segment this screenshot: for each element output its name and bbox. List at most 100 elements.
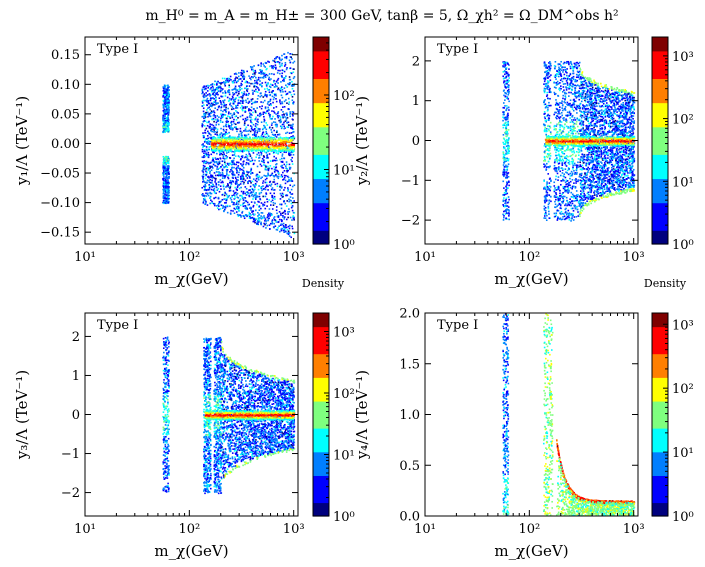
point xyxy=(242,197,244,200)
point xyxy=(255,192,257,194)
point xyxy=(164,158,167,160)
point xyxy=(265,227,267,229)
point xyxy=(291,80,293,83)
colorbar-segment xyxy=(313,237,329,242)
point xyxy=(266,139,268,142)
point xyxy=(167,114,170,116)
point xyxy=(253,201,256,204)
point xyxy=(249,171,252,173)
point xyxy=(280,150,282,152)
point xyxy=(573,185,575,188)
point xyxy=(275,159,278,162)
point xyxy=(212,157,214,159)
point xyxy=(504,132,506,134)
point xyxy=(556,188,559,191)
point xyxy=(237,179,239,181)
point xyxy=(288,132,291,134)
point xyxy=(207,142,209,144)
point xyxy=(255,85,258,88)
point xyxy=(564,190,566,193)
point xyxy=(238,209,241,212)
point xyxy=(201,193,203,196)
point xyxy=(221,134,224,137)
point xyxy=(236,130,238,133)
point xyxy=(507,159,510,162)
point xyxy=(212,140,215,142)
point xyxy=(247,133,250,136)
point xyxy=(505,72,508,75)
point xyxy=(292,123,294,126)
point xyxy=(243,201,246,204)
point xyxy=(163,195,166,198)
point xyxy=(168,186,170,188)
point xyxy=(216,83,218,86)
point xyxy=(264,146,266,149)
point xyxy=(267,167,270,170)
point xyxy=(163,126,166,128)
point xyxy=(546,181,548,183)
point xyxy=(254,209,257,212)
point xyxy=(246,191,249,193)
point xyxy=(211,130,213,133)
point xyxy=(235,109,237,112)
point xyxy=(165,123,168,126)
point xyxy=(165,163,167,165)
point xyxy=(260,136,262,139)
point xyxy=(213,91,215,93)
point xyxy=(260,177,262,180)
point xyxy=(291,225,293,228)
point xyxy=(239,183,242,185)
point xyxy=(291,58,293,60)
point xyxy=(503,81,505,84)
point xyxy=(223,83,226,86)
point xyxy=(205,152,207,155)
point xyxy=(211,165,213,168)
colorbar-segment xyxy=(313,50,329,55)
point xyxy=(278,57,281,59)
point xyxy=(165,93,168,96)
point xyxy=(231,136,234,139)
point xyxy=(210,153,213,156)
point xyxy=(239,158,242,161)
point xyxy=(574,129,576,132)
point xyxy=(505,135,507,137)
point xyxy=(259,138,261,141)
point xyxy=(245,161,248,164)
point xyxy=(224,205,227,208)
point xyxy=(547,109,549,111)
point xyxy=(238,133,240,136)
point xyxy=(544,158,546,161)
colorbar-segment xyxy=(313,171,329,176)
point xyxy=(566,183,569,185)
point xyxy=(204,150,206,153)
point xyxy=(568,218,571,221)
point xyxy=(253,90,256,92)
point xyxy=(508,215,510,217)
point xyxy=(557,168,560,171)
point xyxy=(203,198,206,201)
point xyxy=(559,157,561,160)
point xyxy=(253,162,255,165)
point xyxy=(203,181,206,184)
point xyxy=(281,69,284,71)
point xyxy=(225,150,228,153)
point xyxy=(272,189,275,191)
point xyxy=(226,173,228,176)
point xyxy=(284,210,286,213)
point xyxy=(285,144,288,147)
point xyxy=(503,166,506,168)
point xyxy=(221,150,223,153)
point xyxy=(276,175,278,178)
point xyxy=(264,188,267,191)
point xyxy=(268,73,271,75)
point xyxy=(232,94,235,96)
point xyxy=(218,146,221,149)
point xyxy=(250,160,253,163)
point xyxy=(272,145,275,147)
point xyxy=(269,102,272,105)
point xyxy=(263,187,265,190)
point xyxy=(165,173,167,175)
point xyxy=(285,226,288,229)
point xyxy=(214,127,217,129)
point xyxy=(205,167,208,170)
